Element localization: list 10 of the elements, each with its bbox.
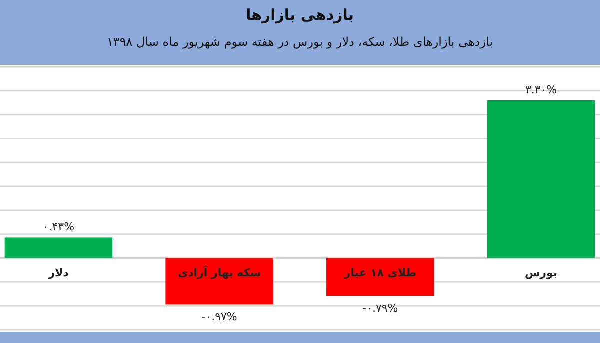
x-tick-label: سکه بهار آزادی [178, 265, 262, 280]
data-label: -۰.۷۹% [362, 302, 398, 316]
x-tick-label: طلای ۱۸ عیار [343, 266, 417, 280]
x-tick-label: دلار [48, 266, 70, 280]
data-label: ۰.۴۳% [42, 220, 75, 234]
chart-title: بازدهی بازارها [246, 6, 354, 24]
data-label: -۰.۹۷% [202, 310, 238, 324]
chart-subtitle: بازدهی بازارهای طلا، سکه، دلار و بورس در هفته سوم شهریور ماه سال ۱۳۹۸ [106, 35, 494, 49]
data-label: ۳.۳۰% [525, 83, 558, 96]
x-tick-label: بورس [525, 266, 558, 280]
